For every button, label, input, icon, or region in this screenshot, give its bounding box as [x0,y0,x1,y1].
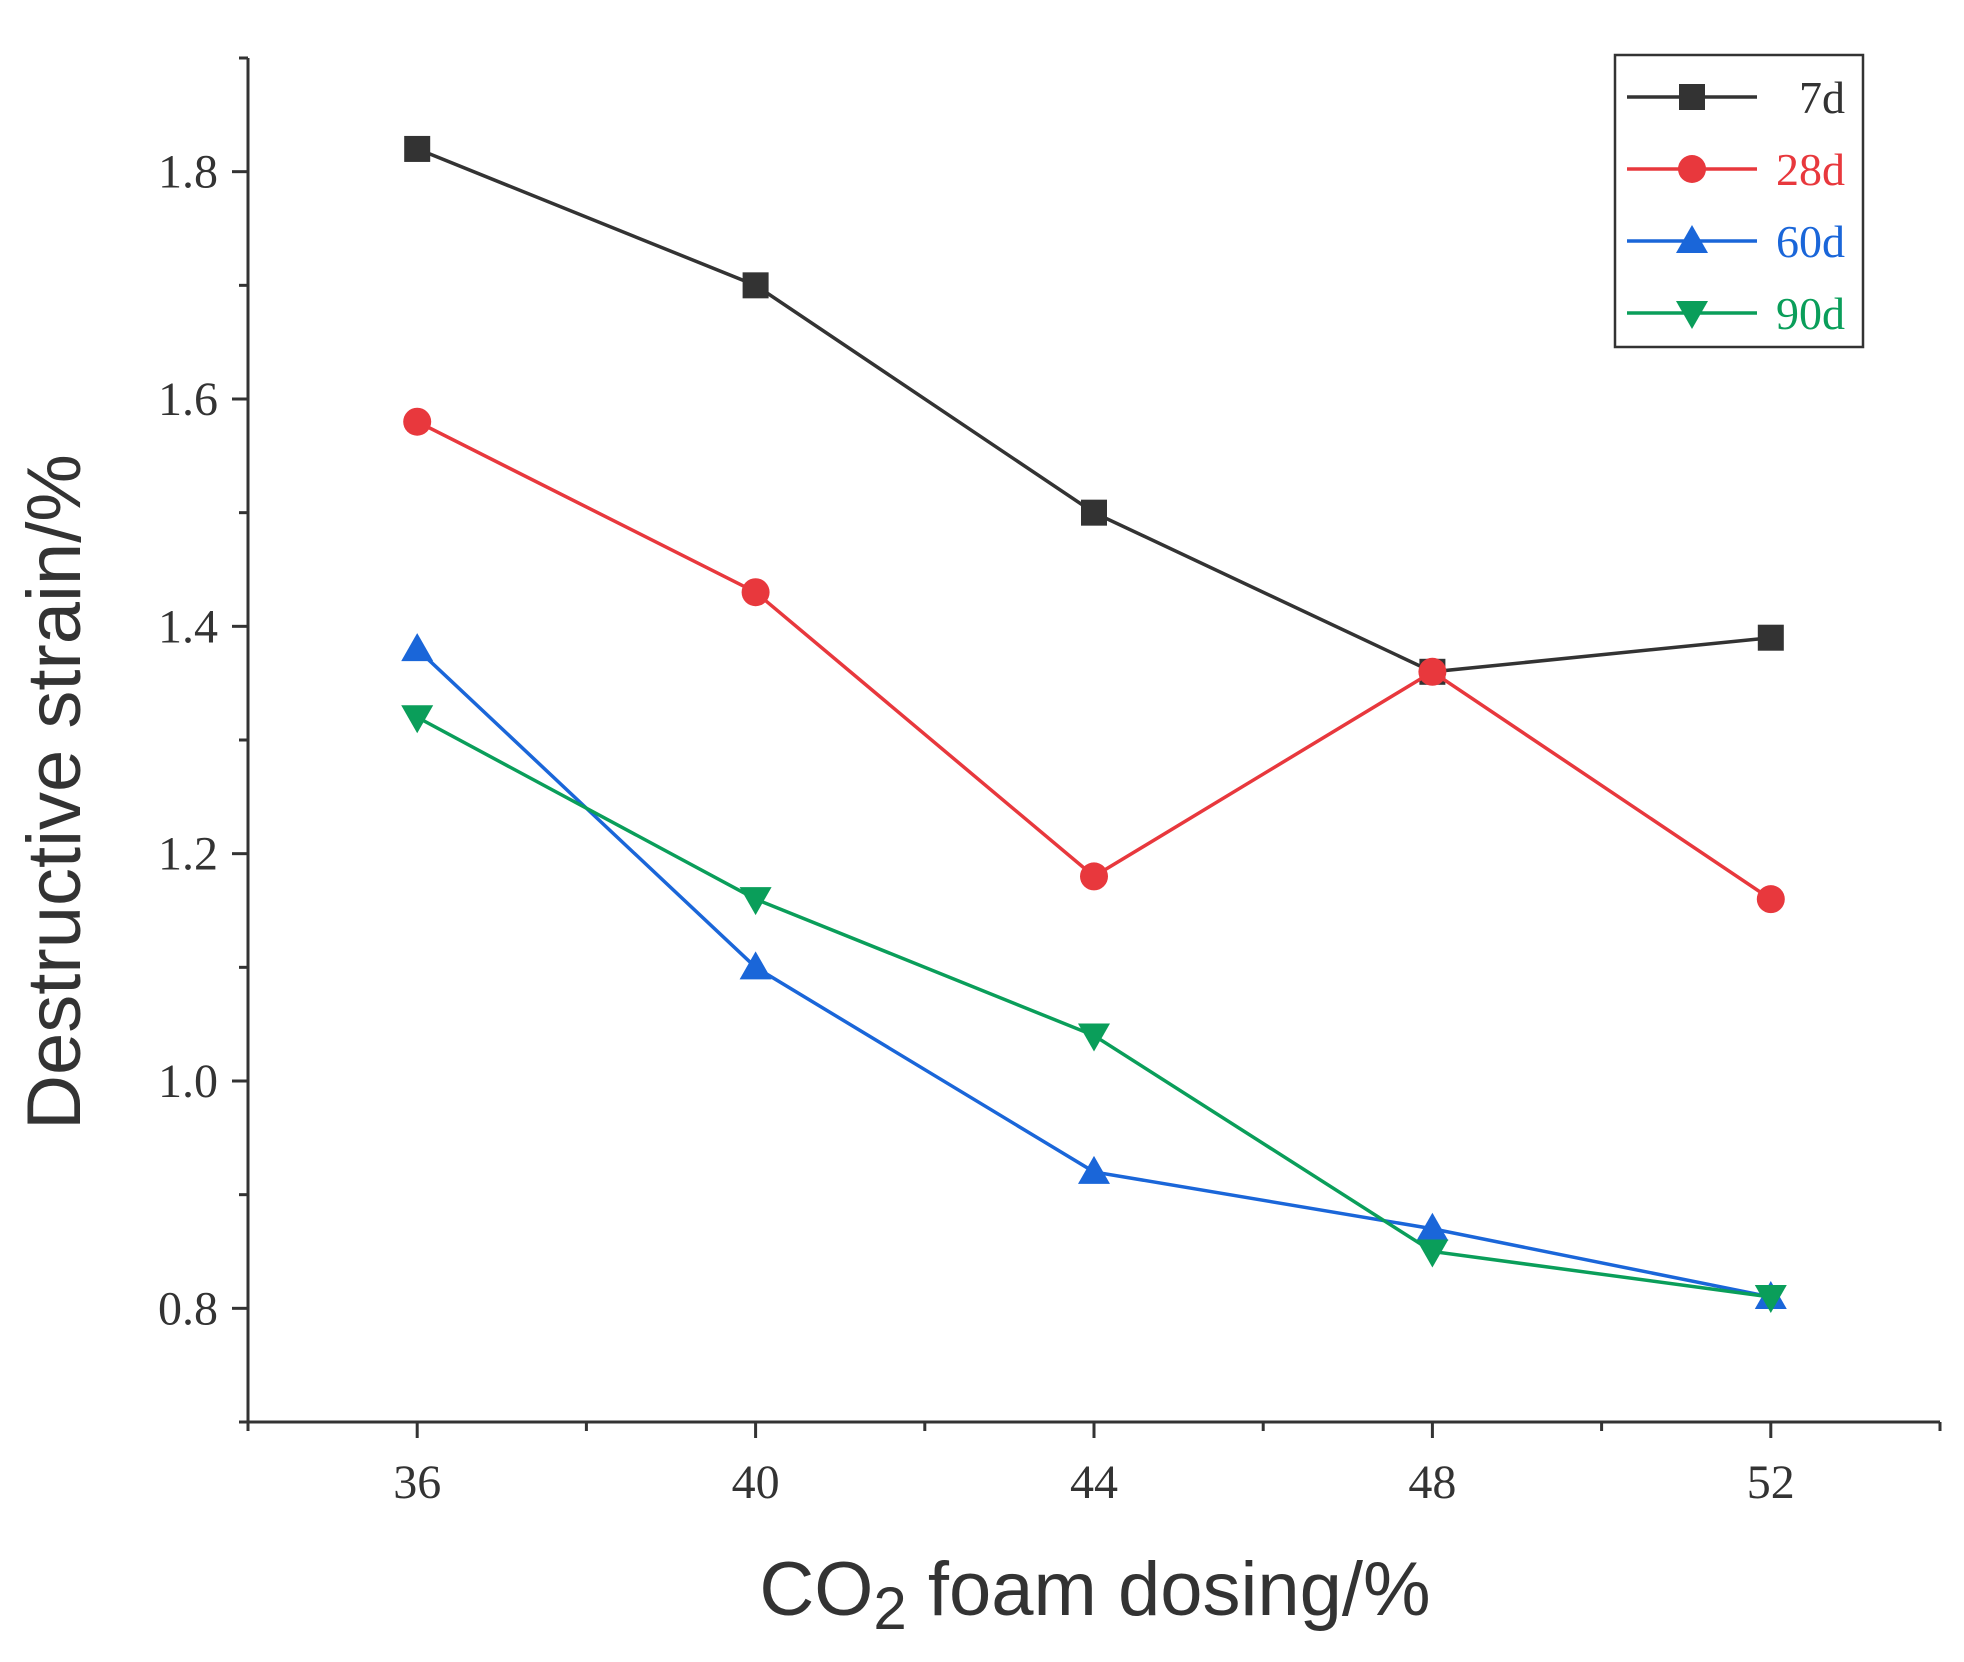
data-point-28d [741,578,770,607]
legend-label-7d: 7d [1799,72,1845,123]
data-point-28d [403,407,432,436]
series-layer [401,135,1787,1313]
legend-label-60d: 60d [1776,216,1845,267]
series-28d [403,407,1785,914]
data-point-60d [401,633,434,662]
legend-marker-7d [1679,84,1705,110]
y-tick-label: 1.0 [158,1055,218,1108]
series-60d [401,633,1787,1309]
data-point-7d [742,272,769,299]
data-point-90d [739,887,772,916]
x-tick-label: 36 [393,1456,441,1509]
y-tick-label: 1.4 [158,600,218,653]
legend-box [1613,53,1865,349]
x-tick-label: 48 [1408,1456,1456,1509]
x-axis-title: CO2 foam dosing/% [759,1547,1430,1642]
x-tick-label: 44 [1070,1456,1118,1509]
y-tick-label: 1.8 [158,146,218,199]
data-point-90d [1416,1239,1449,1268]
data-point-28d [1080,862,1108,891]
legend-label-28d: 28d [1776,144,1845,195]
y-tick-label: 0.8 [158,1282,218,1335]
legend-item-28d: 28d [1627,144,1845,195]
legend-item-90d: 90d [1627,288,1845,339]
series-line-7d [416,147,1771,674]
legend: 7d 28d 60d 90d [1613,53,1865,349]
series-7d [404,135,1784,685]
y-tick-label: 1.2 [158,828,218,881]
data-point-7d [404,135,431,162]
legend-label-90d: 90d [1776,288,1845,339]
data-point-90d [1078,1023,1110,1052]
x-tick-label: 40 [732,1456,780,1509]
axes: 36 40 44 48 52 0.8 1.0 1.2 1.4 1.6 1.8 [158,56,1942,1509]
data-point-60d [1078,1155,1110,1184]
y-axis-title: Destructive strain/% [12,454,97,1130]
data-point-60d [1416,1212,1449,1241]
data-point-60d [739,951,772,980]
data-point-28d [1756,885,1785,914]
series-line-90d [416,715,1772,1299]
data-point-28d [1418,657,1447,686]
legend-marker-28d [1678,155,1706,183]
data-point-7d [1757,624,1784,651]
data-point-90d [401,705,434,734]
y-tick-label: 1.6 [158,373,218,426]
series-line-60d [416,647,1772,1299]
x-tick-label: 52 [1747,1456,1795,1509]
legend-marker-60d [1676,225,1708,253]
data-point-7d [1081,499,1107,526]
series-90d [401,705,1787,1313]
legend-item-7d: 7d [1627,72,1845,123]
legend-marker-90d [1676,301,1708,329]
legend-item-60d: 60d [1627,216,1845,267]
data-point-90d [1754,1284,1787,1313]
